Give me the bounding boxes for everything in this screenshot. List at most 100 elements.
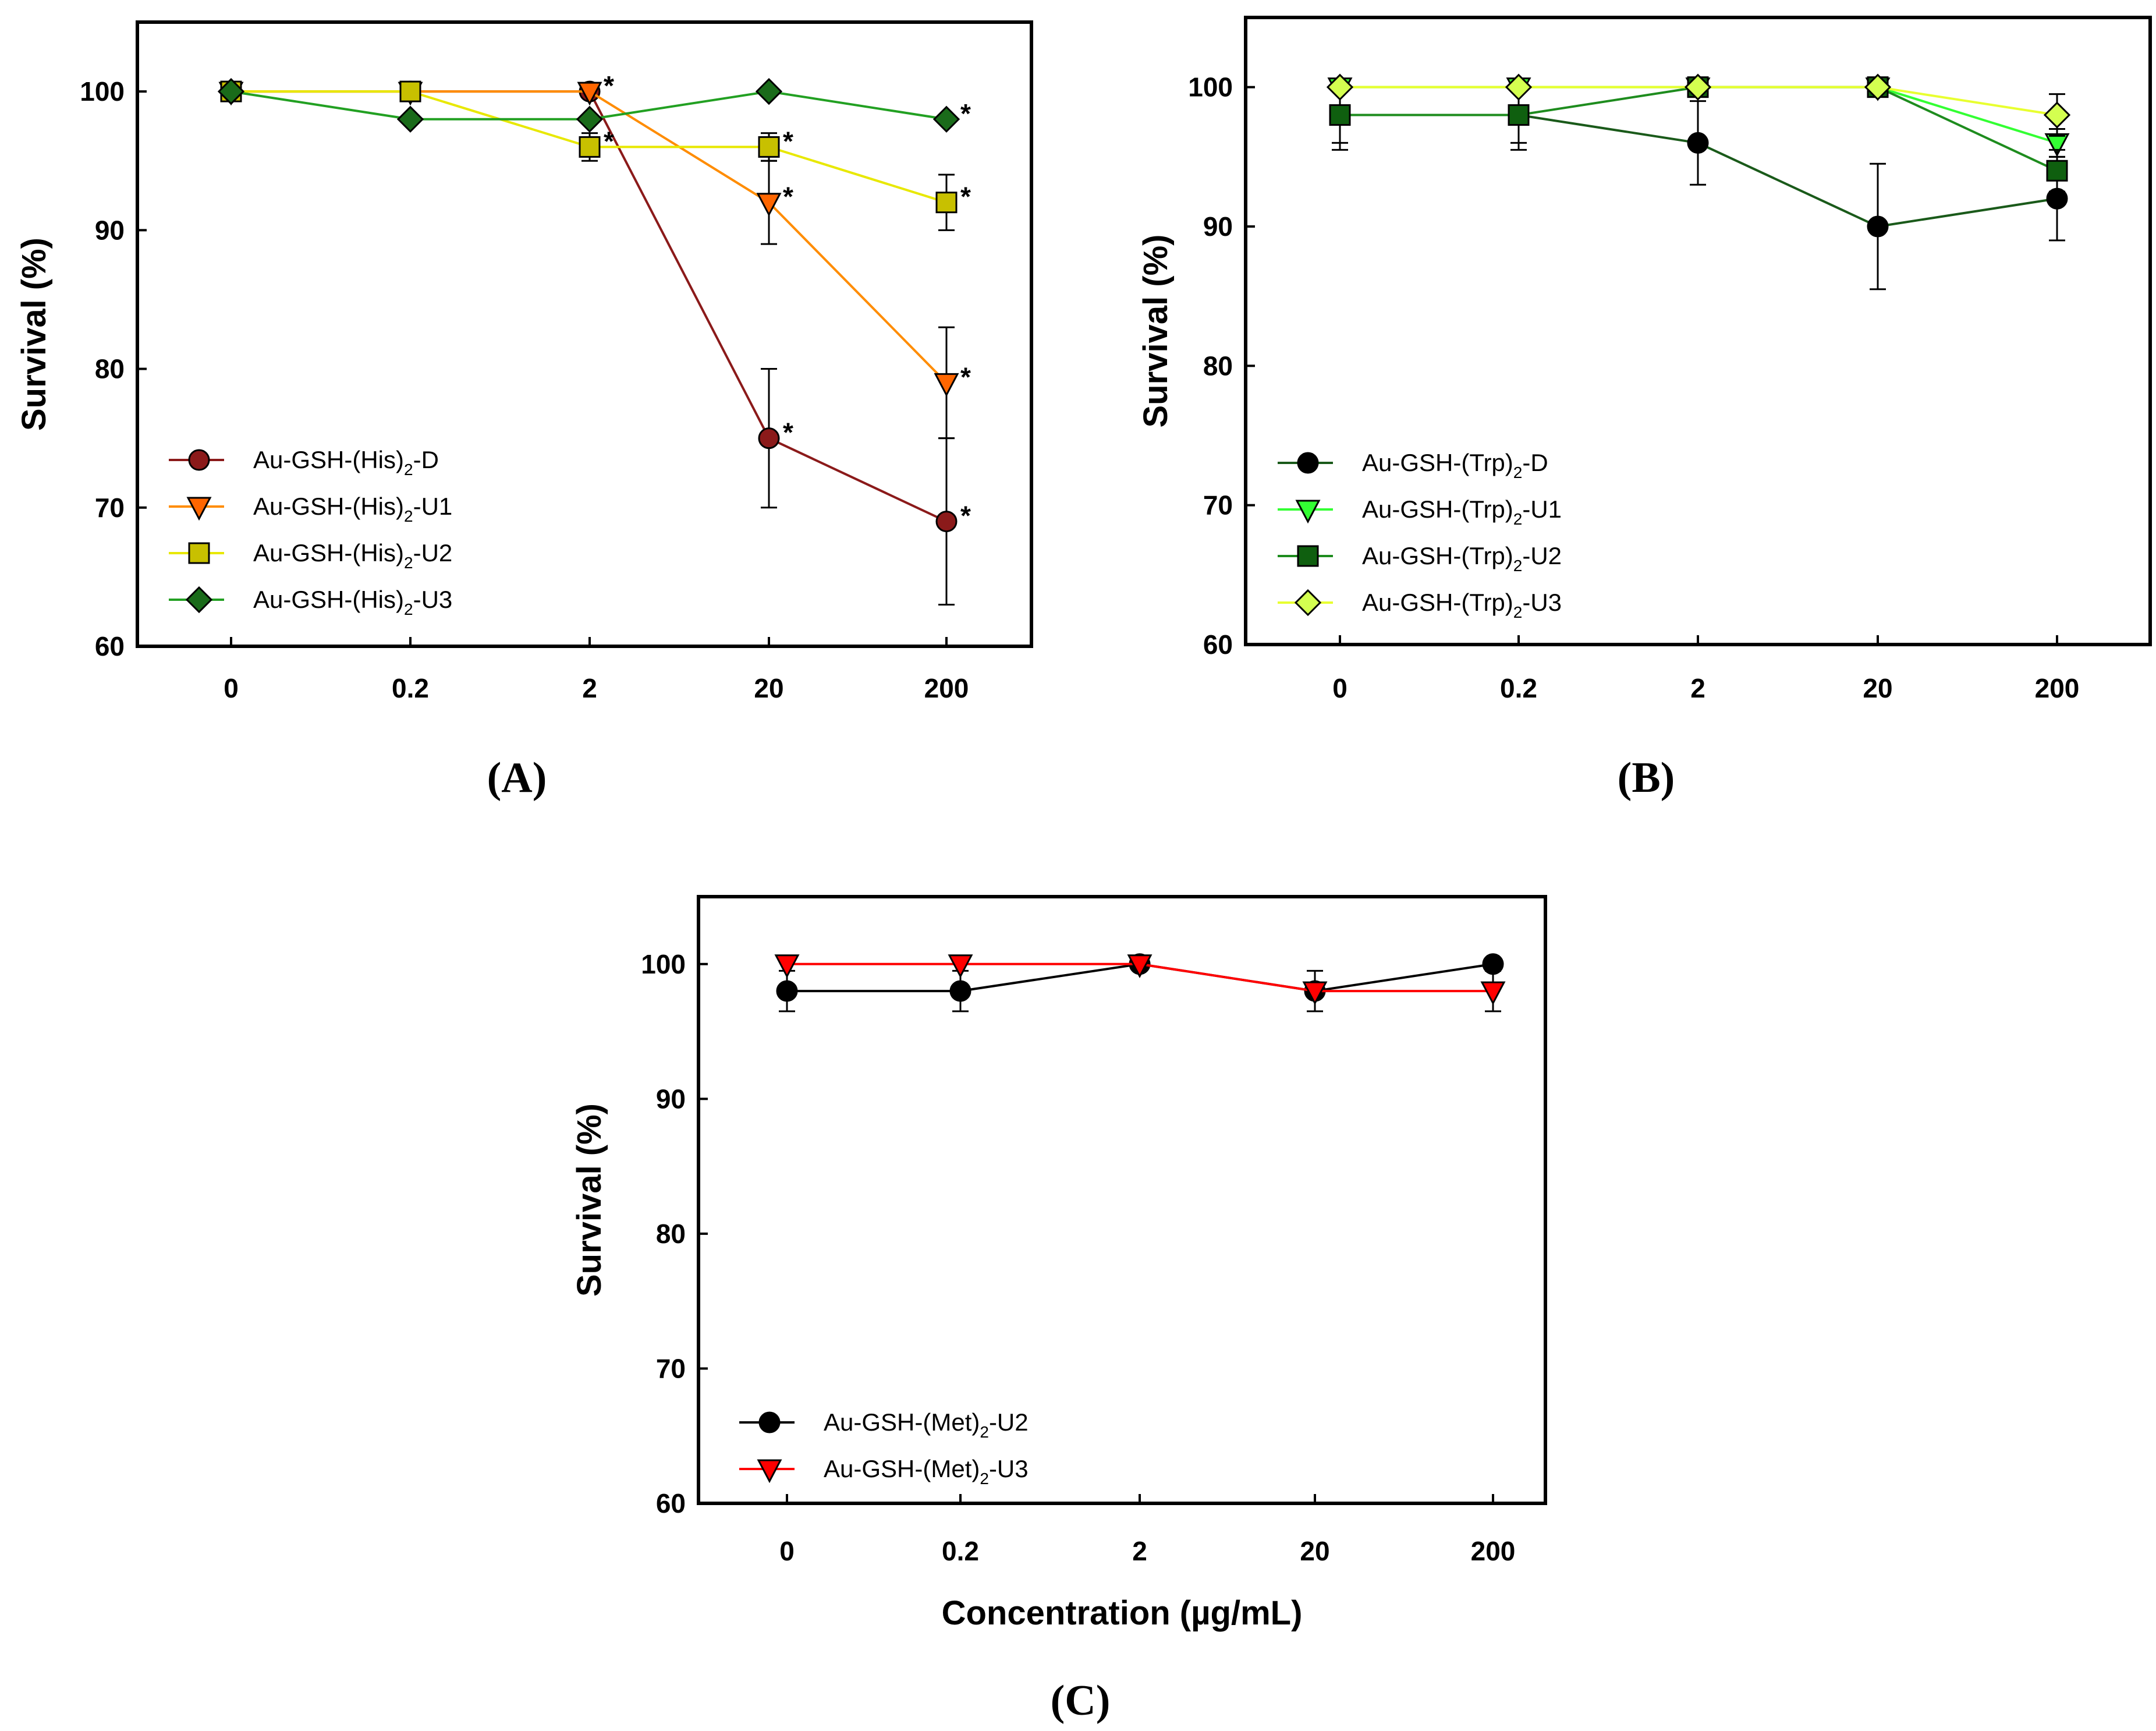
data-point bbox=[755, 77, 783, 105]
y-axis-title: Survival (%) bbox=[15, 238, 53, 431]
y-tick-label: 90 bbox=[95, 215, 125, 245]
series-4 bbox=[1326, 73, 2071, 137]
plot-frame bbox=[136, 20, 1033, 648]
data-point bbox=[758, 136, 780, 158]
x-tick-label: 0 bbox=[779, 1536, 795, 1566]
y-tick-label: 90 bbox=[1203, 211, 1233, 242]
x-axis-title: Concentration (µg/mL) bbox=[942, 1594, 1303, 1632]
legend-label: Au-GSH-(Trp)2-U3 bbox=[1362, 589, 1562, 621]
x-tick-label: 0.2 bbox=[1500, 673, 1537, 703]
significance-star: * bbox=[960, 501, 971, 531]
data-point bbox=[758, 427, 780, 449]
data-point bbox=[1867, 215, 1889, 238]
legend-marker bbox=[1297, 545, 1319, 567]
legend-marker bbox=[186, 497, 212, 521]
data-point bbox=[934, 373, 959, 397]
significance-star: * bbox=[604, 70, 614, 101]
panel-label: (A) bbox=[487, 754, 547, 802]
panel-label: (B) bbox=[1618, 754, 1675, 802]
legend-label: Au-GSH-(His)2-U1 bbox=[253, 493, 452, 525]
significance-star: * bbox=[783, 126, 793, 156]
y-tick-label: 80 bbox=[1203, 351, 1233, 381]
panel-c: 60 70 80 90 100 0 0.2 2 20 200 Survival (%) Concent… bbox=[570, 895, 1547, 1725]
series-4: * bbox=[217, 77, 971, 133]
panel-a: 60 70 80 90 100 0 0.2 2 20 200 Survival (%) * * * Au-G… bbox=[15, 20, 1033, 802]
legend-label: Au-GSH-(Trp)2-D bbox=[1362, 449, 1548, 482]
y-tick-label: 60 bbox=[1203, 629, 1233, 660]
data-point bbox=[1480, 981, 1506, 1006]
data-point bbox=[579, 136, 601, 158]
data-point bbox=[1508, 104, 1530, 126]
y-tick-label: 90 bbox=[656, 1084, 686, 1114]
y-tick-label: 70 bbox=[1203, 490, 1233, 521]
x-tick-label: 20 bbox=[1863, 673, 1892, 703]
legend-label: Au-GSH-(Met)2-U2 bbox=[824, 1408, 1029, 1441]
data-point bbox=[1684, 73, 1712, 101]
series-2 bbox=[774, 954, 1506, 1013]
y-tick-label: 100 bbox=[641, 949, 686, 979]
y-tick-label: 80 bbox=[95, 354, 125, 384]
x-tick-label: 20 bbox=[1300, 1536, 1329, 1566]
significance-star: * bbox=[604, 70, 614, 101]
data-point bbox=[776, 980, 798, 1002]
legend-marker bbox=[185, 586, 213, 614]
x-tick-label: 2 bbox=[582, 673, 597, 703]
x-tick-label: 200 bbox=[1471, 1536, 1516, 1566]
x-tick-label: 200 bbox=[924, 673, 969, 703]
x-tick-label: 0 bbox=[224, 673, 239, 703]
x-tick-label: 2 bbox=[1132, 1536, 1147, 1566]
y-tick-label: 60 bbox=[95, 631, 125, 661]
data-point bbox=[935, 192, 958, 214]
x-tick-label: 200 bbox=[2035, 673, 2080, 703]
data-point bbox=[774, 954, 800, 978]
legend-marker bbox=[1294, 589, 1322, 617]
x-tick-label: 2 bbox=[1690, 673, 1705, 703]
data-point bbox=[1329, 104, 1351, 126]
legend-label: Au-GSH-(His)2-U2 bbox=[253, 539, 452, 572]
significance-star: * bbox=[783, 417, 793, 448]
legend-marker bbox=[188, 542, 210, 564]
data-point bbox=[935, 511, 958, 533]
significance-star: * bbox=[960, 362, 971, 392]
legend-marker bbox=[1295, 500, 1321, 524]
y-tick-label: 80 bbox=[656, 1219, 686, 1249]
significance-star: * bbox=[960, 182, 971, 212]
panel-label: (C) bbox=[1051, 1677, 1111, 1725]
plot-frame bbox=[697, 895, 1547, 1505]
data-point bbox=[1687, 132, 1709, 154]
y-axis-title: Survival (%) bbox=[1137, 235, 1175, 428]
data-point bbox=[2046, 160, 2068, 182]
y-tick-label: 100 bbox=[80, 76, 125, 107]
data-point bbox=[1127, 954, 1153, 978]
x-tick-label: 0 bbox=[1332, 673, 1348, 703]
y-tick-label: 70 bbox=[656, 1353, 686, 1383]
significance-star: * bbox=[604, 126, 614, 156]
y-axis-title: Survival (%) bbox=[570, 1103, 608, 1297]
data-point bbox=[756, 193, 782, 217]
y-tick-label: 70 bbox=[95, 493, 125, 523]
data-point bbox=[577, 82, 602, 106]
significance-star: * bbox=[783, 182, 793, 212]
legend-marker bbox=[1297, 452, 1319, 474]
data-point bbox=[2043, 101, 2071, 129]
legend-marker bbox=[758, 1411, 781, 1433]
data-point bbox=[217, 77, 245, 105]
data-point bbox=[1505, 73, 1533, 101]
y-tick-label: 100 bbox=[1188, 72, 1233, 102]
data-point bbox=[1326, 73, 1354, 101]
x-tick-label: 20 bbox=[754, 673, 783, 703]
panel-b: 60 70 80 90 100 0 0.2 2 20 200 Survival (%) Au-GSH-… bbox=[1137, 16, 2152, 802]
legend-label: Au-GSH-(Met)2-U3 bbox=[824, 1455, 1029, 1488]
data-point bbox=[949, 980, 971, 1002]
data-point bbox=[1302, 981, 1328, 1006]
data-point bbox=[399, 80, 421, 102]
legend-marker bbox=[188, 449, 210, 471]
data-point bbox=[1864, 73, 1892, 101]
data-point bbox=[932, 105, 960, 133]
x-tick-label: 0.2 bbox=[392, 673, 429, 703]
legend-marker bbox=[757, 1459, 782, 1484]
legend-label: Au-GSH-(Trp)2-U1 bbox=[1362, 495, 1562, 528]
legend-label: Au-GSH-(His)2-U3 bbox=[253, 586, 452, 618]
significance-star: * bbox=[960, 98, 971, 129]
